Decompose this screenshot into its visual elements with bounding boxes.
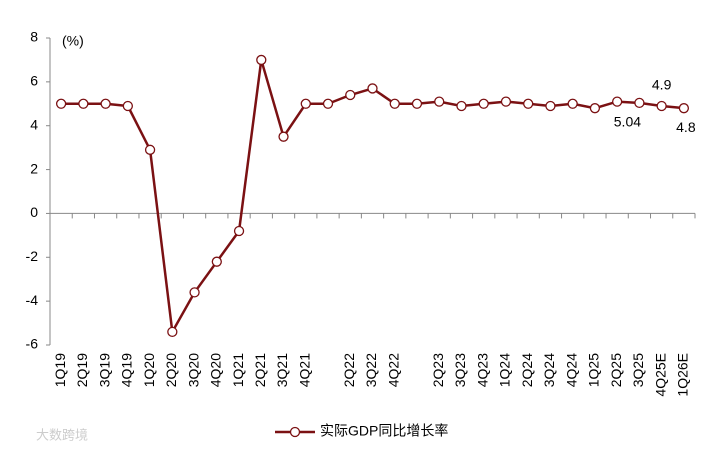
y-tick-label: 4	[30, 116, 38, 132]
x-tick-label: 4Q24	[563, 353, 579, 387]
legend-label: 实际GDP同比增长率	[320, 423, 448, 439]
data-point	[456, 100, 467, 112]
data-point	[256, 54, 267, 66]
data-point	[523, 98, 534, 109]
data-point	[612, 96, 623, 107]
data-point	[100, 98, 111, 109]
x-tick-label: 4Q25E	[652, 353, 668, 397]
data-point	[167, 326, 178, 337]
x-tick-label: 3Q20	[185, 353, 201, 387]
x-tick-label: 4Q23	[474, 353, 490, 387]
x-tick-label: 2Q23	[430, 353, 446, 387]
data-point	[589, 103, 601, 114]
data-point	[278, 131, 289, 142]
x-tick-label: 4Q20	[208, 353, 224, 387]
data-point	[678, 103, 690, 114]
data-point	[322, 98, 334, 109]
x-tick-label: 4Q21	[296, 353, 312, 387]
x-tick-label: 3Q19	[96, 353, 112, 387]
x-tick-label: 1Q25	[586, 353, 602, 387]
x-tick-label: 4Q19	[119, 353, 135, 387]
y-tick-label: 0	[30, 204, 38, 220]
x-tick-label: 1Q20	[141, 353, 157, 387]
y-tick-label: -6	[26, 336, 39, 352]
x-tick-label: 2Q22	[341, 353, 357, 387]
value-label: 5.04	[614, 114, 641, 130]
data-point	[122, 100, 133, 112]
x-tick-label: 3Q24	[541, 353, 557, 387]
watermark: 大数跨境	[36, 427, 88, 442]
y-tick-label: 2	[30, 160, 38, 176]
series-line	[61, 59, 685, 336]
value-label: 4.9	[652, 77, 672, 93]
data-point	[345, 89, 356, 101]
x-tick-label: 1Q19	[52, 353, 68, 387]
data-point	[300, 98, 311, 109]
data-point	[500, 96, 512, 107]
y-tick-label: -2	[26, 248, 39, 264]
y-tick-label: -4	[26, 292, 39, 308]
data-point	[78, 98, 89, 109]
x-tick-label: 2Q19	[74, 353, 90, 387]
x-tick-label: 3Q21	[274, 353, 290, 387]
x-tick-label: 2Q21	[252, 353, 268, 387]
data-point	[55, 98, 67, 109]
data-point	[411, 98, 423, 109]
data-point	[389, 98, 400, 109]
data-point	[634, 97, 645, 109]
x-tick-label: 3Q25	[630, 353, 646, 387]
x-tick-label: 3Q22	[363, 353, 379, 387]
data-point	[434, 96, 445, 107]
data-point	[478, 98, 489, 109]
x-tick-label: 2Q25	[608, 353, 624, 387]
x-tick-label: 1Q21	[230, 353, 246, 387]
data-point	[545, 100, 556, 112]
data-point	[656, 100, 667, 112]
data-point	[567, 98, 578, 109]
x-tick-label: 3Q23	[452, 353, 468, 387]
value-label: 4.8	[676, 119, 696, 135]
y-tick-label: 8	[30, 29, 38, 45]
legend-marker	[289, 426, 301, 438]
data-point	[189, 287, 200, 298]
x-tick-label: 1Q24	[497, 353, 513, 387]
data-point	[211, 256, 222, 267]
data-point	[233, 225, 245, 237]
x-tick-label: 4Q22	[385, 353, 401, 387]
x-tick-label: 2Q20	[163, 353, 179, 387]
x-tick-label: 1Q26E	[675, 353, 691, 397]
data-point	[144, 144, 156, 155]
unit-label: (%)	[62, 33, 84, 49]
x-tick-label: 2Q24	[519, 353, 535, 387]
y-tick-label: 6	[30, 73, 38, 89]
data-point	[367, 83, 378, 94]
